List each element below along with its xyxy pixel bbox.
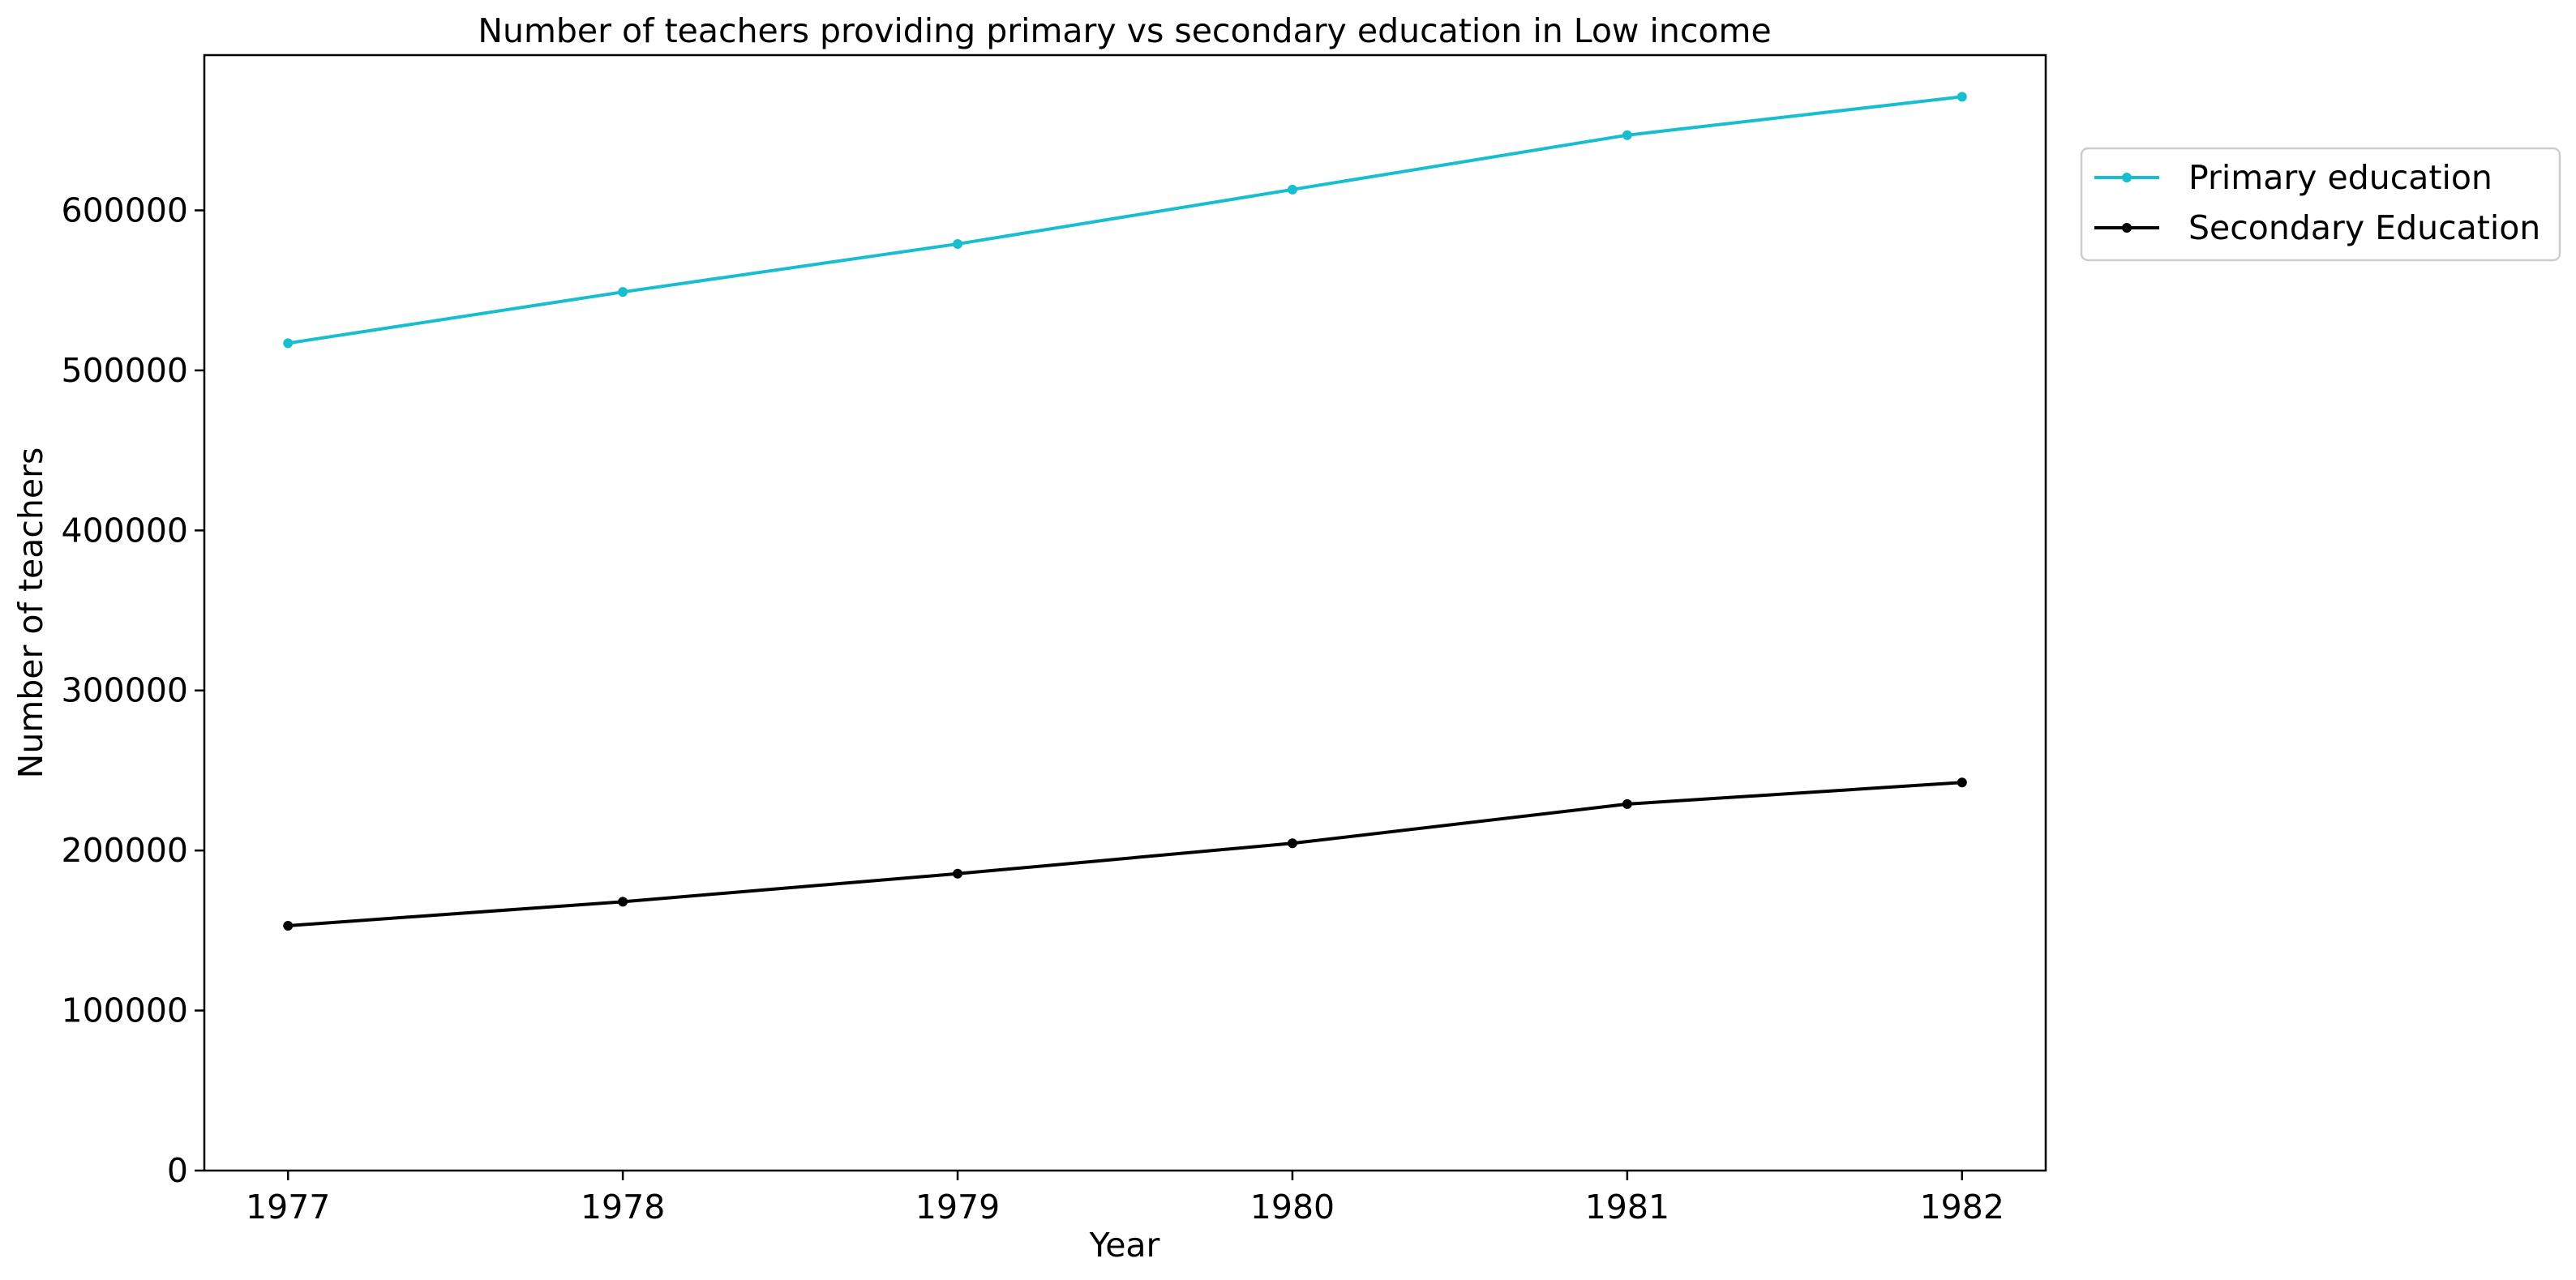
data-point-1-2 xyxy=(953,868,963,879)
data-point-1-0 xyxy=(283,920,294,931)
legend-label: Primary education xyxy=(2188,158,2492,197)
data-point-0-4 xyxy=(1622,130,1632,140)
y-tick-label: 300000 xyxy=(61,671,188,710)
x-tick-label: 1981 xyxy=(1585,1188,1669,1226)
x-tick-label: 1980 xyxy=(1250,1188,1335,1226)
y-axis: 0 100000 200000 300000 400000 500000 600000 xyxy=(61,191,204,1190)
x-axis: 1977 1978 1979 1980 1981 1982 xyxy=(246,1171,2004,1226)
x-tick-label: 1979 xyxy=(915,1188,1000,1226)
series-line-0 xyxy=(287,95,1963,345)
data-point-1-5 xyxy=(1957,777,1967,788)
y-tick-label: 500000 xyxy=(61,351,188,390)
legend-label: Secondary Education xyxy=(2188,208,2540,247)
series-line-1 xyxy=(288,781,1962,927)
chart-title: Number of teachers providing primary vs … xyxy=(478,11,1771,50)
data-point-0-3 xyxy=(1287,184,1297,195)
x-tick-label: 1978 xyxy=(581,1188,665,1226)
y-tick-label: 600000 xyxy=(61,191,188,229)
y-axis-label: Number of teachers xyxy=(11,447,50,779)
y-tick-label: 200000 xyxy=(61,831,188,870)
legend-items: Primary education Secondary Education xyxy=(2094,158,2540,247)
data-point-1-3 xyxy=(1287,838,1297,849)
data-point-0-0 xyxy=(283,338,294,349)
y-tick-label: 0 xyxy=(167,1151,188,1190)
data-point-1-4 xyxy=(1622,798,1632,809)
data-point-1-1 xyxy=(618,897,628,907)
legend-swatch-marker xyxy=(2122,223,2132,233)
y-tick-label: 400000 xyxy=(61,511,188,550)
data-point-0-5 xyxy=(1957,92,1967,102)
series-layer xyxy=(283,92,1967,931)
data-point-0-2 xyxy=(953,238,963,249)
y-tick-label: 100000 xyxy=(61,991,188,1030)
plot-area xyxy=(203,54,2047,1172)
data-point-0-1 xyxy=(618,287,628,298)
legend: Primary education Secondary Education xyxy=(2080,147,2561,262)
x-tick-label: 1977 xyxy=(246,1188,330,1226)
legend-swatch-marker xyxy=(2122,173,2132,182)
x-tick-label: 1982 xyxy=(1920,1188,2004,1226)
legend-box xyxy=(2080,147,2561,262)
x-axis-label: Year xyxy=(1089,1226,1160,1265)
